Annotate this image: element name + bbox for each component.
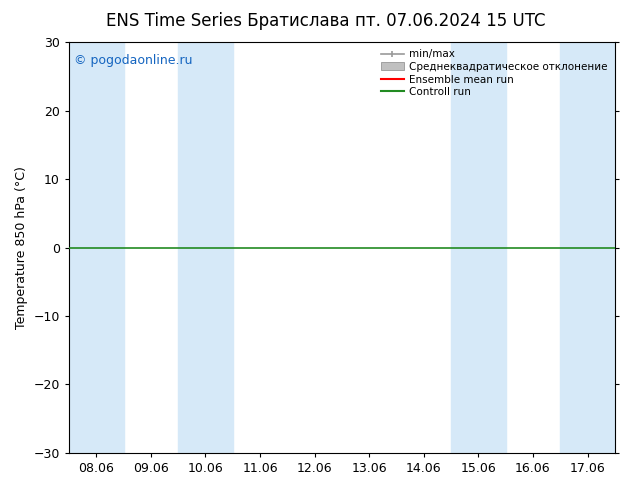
- Bar: [451, 42, 506, 453]
- Text: © pogodaonline.ru: © pogodaonline.ru: [74, 54, 193, 68]
- Bar: [560, 42, 615, 453]
- Y-axis label: Temperature 850 hPa (°C): Temperature 850 hPa (°C): [15, 166, 28, 329]
- Text: пт. 07.06.2024 15 UTC: пт. 07.06.2024 15 UTC: [355, 12, 545, 30]
- Bar: [69, 42, 124, 453]
- Text: ENS Time Series Братислава: ENS Time Series Братислава: [107, 12, 350, 30]
- Bar: [178, 42, 233, 453]
- Legend: min/max, Среднеквадратическое отклонение, Ensemble mean run, Controll run: min/max, Среднеквадратическое отклонение…: [379, 47, 610, 99]
